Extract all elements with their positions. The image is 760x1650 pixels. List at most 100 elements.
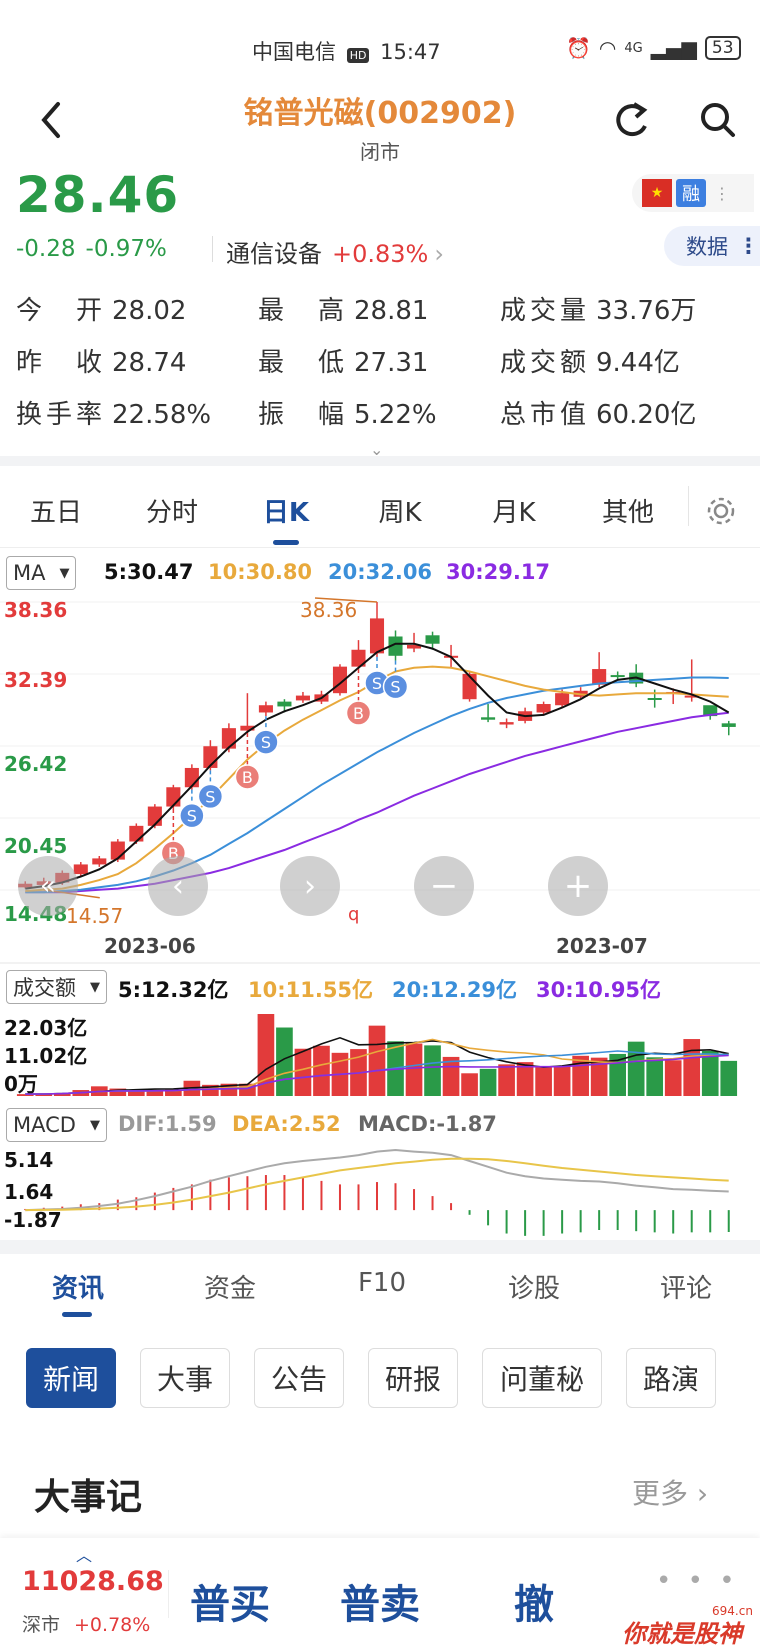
industry-link[interactable]: 通信设备 +0.83% › (226, 234, 444, 269)
vol-ma20-value: 20:12.29亿 (392, 978, 518, 1002)
back-icon[interactable] (36, 100, 66, 140)
stat-cell: 总市值 60.20亿 (500, 394, 696, 431)
chip-events[interactable]: 大事 (140, 1348, 230, 1408)
tab-comments[interactable]: 评论 (659, 1274, 712, 1304)
sell-signal-icon (382, 673, 409, 700)
section-divider (0, 456, 760, 466)
volume-bar (498, 1064, 515, 1096)
tab-other[interactable]: 其他 (601, 498, 654, 528)
signal-label: S (261, 733, 271, 752)
volume-bar (535, 1067, 552, 1096)
settings-gear-icon[interactable] (706, 496, 736, 526)
chevron-right-icon[interactable]: › (280, 856, 340, 916)
dea-line (25, 1157, 729, 1212)
expand-chevron-icon[interactable]: ⌄ (370, 440, 384, 459)
chevron-left-icon[interactable]: ‹ (148, 856, 208, 916)
indicator-select-ma[interactable]: MA ▼ (6, 556, 77, 590)
refresh-icon[interactable] (612, 100, 652, 140)
stat-cell: 今开 28.02 (16, 290, 186, 327)
stat-label: 最低 (258, 348, 344, 378)
buy-signal-icon (234, 764, 261, 790)
more-options-icon[interactable]: • • • (656, 1566, 739, 1596)
chip-research[interactable]: 研报 (368, 1348, 458, 1408)
tab-underline (273, 540, 299, 545)
sell-signal-icon (253, 729, 279, 755)
stat-cell: 成交额 9.44亿 (500, 342, 680, 379)
more-vertical-icon: ⋮ (738, 234, 759, 258)
macd-dea-value: DEA:2.52 (232, 1112, 341, 1136)
index-value[interactable]: 11028.68 (22, 1566, 164, 1597)
volume-bar (609, 1053, 626, 1096)
stat-label: 换手率 (16, 400, 102, 430)
ma5-value: 5:30.47 (104, 560, 194, 584)
low-annotation: 14.57 (66, 904, 124, 928)
watermark-site: 694.cn (712, 1604, 753, 1618)
chevron-right-icon: › (434, 240, 444, 268)
fast-back-icon[interactable]: « (18, 856, 78, 916)
indicator-select-volume[interactable]: 成交额 ▼ (6, 970, 107, 1004)
stat-label: 今开 (16, 296, 102, 326)
stats-row: 今开 28.02 最高 28.81 成交量 33.76万 (0, 290, 760, 330)
chip-announcements[interactable]: 公告 (254, 1348, 344, 1408)
candle-body (555, 693, 570, 706)
vol-ma30-value: 30:10.95亿 (536, 978, 662, 1002)
tab-weekly-k[interactable]: 周K (378, 498, 422, 528)
tab-diagnosis[interactable]: 诊股 (507, 1274, 560, 1304)
signal-label: S (205, 787, 215, 806)
macd-chart[interactable] (0, 1144, 760, 1240)
candle-body (73, 864, 88, 875)
sell-button[interactable]: 普卖 (340, 1582, 420, 1628)
search-icon[interactable] (698, 100, 738, 140)
volume-bar (516, 1062, 534, 1096)
tab-monthly-k[interactable]: 月K (492, 498, 536, 528)
dropdown-icon: ▼ (89, 1117, 100, 1133)
zoom-in-icon[interactable]: + (548, 856, 608, 916)
date-label: 2023-07 (556, 934, 648, 958)
hd-icon: HD (346, 48, 370, 63)
indicator-select-macd[interactable]: MACD ▼ (6, 1108, 107, 1142)
tab-news-info[interactable]: 资讯 (51, 1274, 104, 1304)
candle-body (721, 723, 736, 727)
buy-signal-icon (345, 700, 372, 726)
badge-group[interactable]: 中国★ 融 ⋮ (632, 174, 754, 212)
chip-ask-secretary[interactable]: 问董秘 (482, 1348, 602, 1408)
vol-ma5-value: 5:12.32亿 (118, 978, 229, 1002)
volume-bar (701, 1050, 719, 1096)
tab-funds[interactable]: 资金 (203, 1274, 256, 1304)
buy-button[interactable]: 普买 (190, 1582, 270, 1628)
chip-roadshow[interactable]: 路演 (626, 1348, 716, 1408)
volume-bar (683, 1039, 701, 1096)
volume-bar (627, 1041, 645, 1096)
tab-five-day[interactable]: 五日 (29, 498, 82, 528)
stat-value: 28.02 (112, 296, 187, 326)
status-left: 中国电信 HD 15:47 (252, 36, 441, 66)
candle-body (277, 701, 292, 707)
industry-name: 通信设备 (226, 240, 322, 268)
chevron-up-icon[interactable]: ︿ (76, 1546, 93, 1565)
stat-value: 9.44亿 (596, 348, 680, 378)
tab-daily-k[interactable]: 日K (262, 498, 310, 528)
tab-intraday[interactable]: 分时 (145, 498, 198, 528)
tab-f10[interactable]: F10 (357, 1268, 407, 1298)
stock-title: 铭普光磁(002902) (243, 96, 517, 131)
volume-bar (16, 1094, 34, 1096)
data-button[interactable]: 数据 ⋮ (664, 226, 760, 266)
volume-bar (664, 1060, 682, 1096)
market-status: 闭市 (360, 140, 400, 164)
status-right: ⏰ ◠ 4G ▂▄▆ 53 (566, 36, 741, 60)
candle-body (351, 649, 366, 667)
volume-chart[interactable] (0, 1008, 760, 1100)
stat-cell: 振幅 5.22% (258, 394, 437, 431)
candle-body (610, 675, 625, 678)
zoom-out-icon[interactable]: − (414, 856, 474, 916)
signal-label: S (390, 678, 400, 697)
stat-value: 28.74 (112, 348, 187, 378)
more-link[interactable]: 更多 › (632, 1477, 709, 1510)
cancel-order-button[interactable]: 撤 (514, 1582, 554, 1628)
change-value: -0.28 (16, 236, 76, 262)
chip-news[interactable]: 新闻 (26, 1348, 116, 1408)
volume-bar (53, 1093, 71, 1096)
select-label: MACD (13, 1113, 76, 1137)
volume-bar (109, 1088, 127, 1096)
